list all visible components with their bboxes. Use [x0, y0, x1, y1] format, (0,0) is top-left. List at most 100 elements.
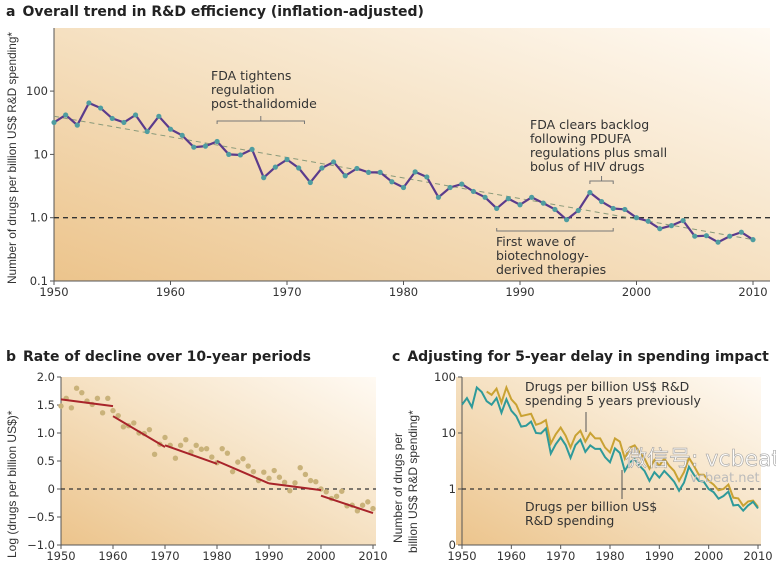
panel-a-point [296, 165, 302, 171]
panel-a-point [715, 239, 721, 245]
panel-b-point [245, 463, 251, 469]
panel-a-point [517, 202, 523, 208]
panel-a-point [109, 115, 115, 122]
panel-a-point [284, 156, 290, 163]
panel-c-y-tick-label: 1 [449, 482, 456, 496]
panel-a-point [447, 184, 453, 191]
panel-b-point [115, 412, 121, 419]
panel-a-point [214, 138, 220, 145]
panel-a-point [610, 205, 616, 212]
panel-a-annotation-text: regulation [211, 82, 275, 97]
watermark: 微信号: vcbeat vcbeat.net [625, 447, 776, 486]
panel-b-point [333, 493, 340, 499]
panel-b-point [359, 502, 366, 508]
panel-a-y-tick-label: 10 [33, 147, 48, 161]
panel-c-x-tick-label: 1960 [497, 549, 526, 563]
panel-c-series-line-lagged [486, 384, 759, 508]
panel-a-point [645, 218, 651, 224]
panel-b-point [94, 395, 101, 401]
panel-b-point [302, 471, 309, 478]
panel-b: b Rate of decline over 10-year periods Lo… [5, 349, 388, 563]
panel-b-point [68, 405, 75, 411]
panel-b-point [297, 465, 303, 471]
panel-a-y-tick-label: 0.1 [30, 274, 48, 288]
panel-c-y-tick-label: 10 [441, 426, 456, 440]
panel-a-point [703, 233, 710, 239]
panel-b-fit-line [112, 415, 166, 448]
panel-c-series-label: Drugs per billion US$ [525, 499, 657, 514]
panel-a-point [377, 169, 383, 175]
panel-a-point [657, 226, 663, 232]
panel-a-point [575, 207, 581, 214]
panel-a-point [633, 215, 640, 221]
panel-c: c Adjusting for 5-year delay in spending … [391, 349, 773, 563]
watermark-sub: vcbeat.net [690, 471, 760, 486]
panel-a-point [237, 152, 243, 158]
panel-a-point [424, 174, 430, 180]
panel-a-point [727, 233, 733, 239]
panel-a-annotation-text: biotechnology- [496, 248, 589, 263]
panel-b-point [177, 442, 184, 449]
panel-a-point [598, 198, 605, 205]
panel-a-point [540, 200, 546, 206]
panel-b-x-tick-label: 2000 [306, 549, 335, 563]
panel-b-point [105, 395, 111, 401]
panel-a-point [179, 132, 185, 138]
panel-c-x-tick-label: 2000 [694, 549, 723, 563]
panel-a-annotation-bracket [216, 116, 305, 124]
panel-a-point [167, 126, 174, 132]
panel-a-title: Overall trend in R&D efficiency (inflati… [22, 4, 423, 20]
panel-a-annotation-text: following PDUFA [530, 131, 632, 146]
panel-b-point [219, 445, 225, 452]
panel-b-y-tick-label: 0.5 [37, 454, 55, 468]
panel-c-y-tick-label: 100 [434, 370, 456, 384]
panel-a-annotation-text: bolus of HIV drugs [530, 159, 645, 174]
panel-c-series-label: Drugs per billion US$ R&D [525, 379, 689, 394]
panel-c-x-tick-label: 1970 [546, 549, 575, 563]
panel-b-point [224, 450, 231, 456]
panel-a-annotation-bracket [589, 176, 614, 184]
panel-a-point [354, 165, 360, 172]
panel-b-point [276, 474, 283, 480]
panel-b-point [203, 445, 210, 452]
panel-b-y-tick-label: 2.0 [37, 370, 55, 384]
panel-a-point [529, 194, 535, 200]
panel-a-point [74, 122, 80, 128]
panel-a-point [63, 112, 69, 118]
panel-a-x-tick-label: 1970 [272, 285, 301, 299]
panel-b-point [271, 467, 277, 474]
panel-a-annotation-text: regulations plus small [530, 145, 667, 160]
panel-a-point [98, 105, 104, 111]
panel-a-annotation-bracket [496, 228, 614, 232]
panel-a-point [202, 143, 209, 149]
panel-b-x-tick-label: 1950 [46, 549, 75, 563]
panel-b-point [99, 410, 106, 416]
panel-b-point [250, 468, 257, 475]
panel-c-y-label: Number of drugs perbillion US$ R&D spend… [391, 410, 420, 553]
panel-a-x-tick-label: 1960 [156, 285, 185, 299]
panel-b-point [354, 508, 361, 514]
panel-a-annotation-text: post-thalidomide [211, 96, 317, 111]
panel-b-y-tick-label: −0.5 [27, 510, 55, 524]
panel-a-point [738, 229, 744, 235]
panel-a-point [342, 173, 348, 179]
panel-c-y-label-line: Number of drugs per [391, 433, 405, 543]
panel-b-x-tick-label: 1980 [202, 549, 231, 563]
panel-a-point [307, 179, 313, 186]
panel-a-point [156, 113, 162, 119]
panel-c-series-line-current [461, 385, 759, 513]
panel-b-point [292, 480, 298, 486]
panel-b-y-label: Log (drugs per billion US$)* [5, 410, 19, 558]
panel-a-point [552, 206, 558, 213]
panel-a-point [319, 165, 325, 171]
panel-b-point [323, 489, 329, 495]
panel-b-y-tick-label: 1.0 [37, 426, 55, 440]
panel-a-point [750, 237, 756, 243]
panel-a-point [505, 196, 511, 202]
panel-a-point [249, 146, 255, 152]
panel-a-point [121, 119, 127, 126]
